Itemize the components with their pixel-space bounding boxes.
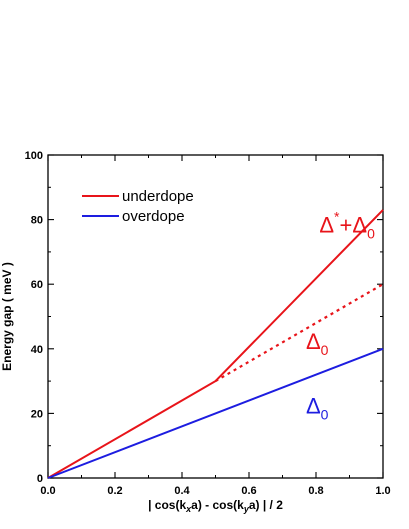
annotation-delta0_blue: Δ0 <box>306 393 329 422</box>
x-tick-label: 0.4 <box>174 485 190 497</box>
x-tick-label: 0.8 <box>308 485 323 497</box>
y-tick-label: 20 <box>31 408 43 420</box>
x-tick-label: 0.2 <box>107 485 122 497</box>
y-tick-label: 0 <box>37 473 43 485</box>
y-tick-label: 60 <box>31 279 43 291</box>
y-tick-label: 80 <box>31 215 43 227</box>
series-line-segment-1 <box>214 283 384 383</box>
annotation-delta_star_plus_delta0: Δ*+Δ0 <box>319 209 375 242</box>
y-tick-label: 100 <box>25 150 43 162</box>
y-tick-label: 40 <box>31 344 43 356</box>
x-axis-title: | cos(kxa) - cos(kya) | / 2 <box>148 498 283 514</box>
plot-frame <box>47 154 384 479</box>
x-tick-label: 0.6 <box>241 485 256 497</box>
annotation-delta0_red: Δ0 <box>306 329 329 358</box>
x-tick-label: 0.0 <box>40 485 55 497</box>
y-axis-title: Energy gap ( meV ) <box>0 262 14 371</box>
x-tick-label: 1.0 <box>375 485 390 497</box>
legend-label-underdope: underdope <box>122 188 194 205</box>
series-line-overdope <box>47 347 384 479</box>
series-line-underdope <box>47 209 384 479</box>
legend-label-overdope: overdope <box>122 208 185 225</box>
plot-area: 0.0 0.2 0.4 0.6 0.8 1.0 0 20 40 60 80 100 | cos(kxa)… <box>0 150 391 514</box>
